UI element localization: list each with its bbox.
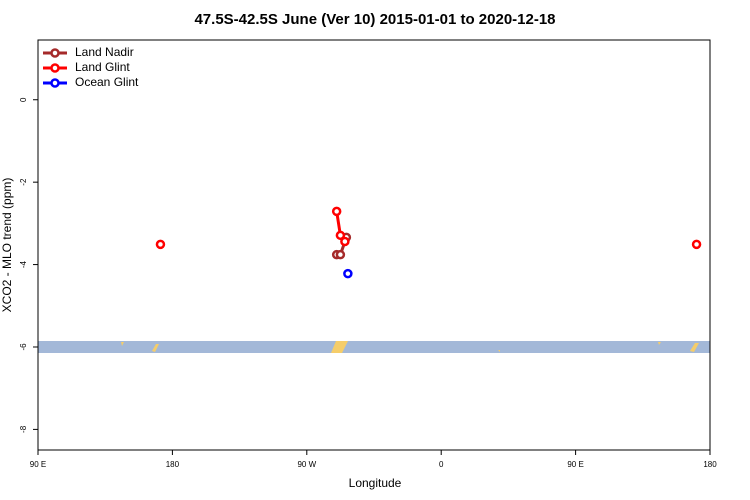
x-tick-label: 90 E: [30, 460, 46, 469]
y-tick-label: -4: [19, 260, 28, 268]
x-axis-label: Longitude: [349, 476, 402, 490]
data-point: [335, 249, 346, 260]
legend-label: Land Nadir: [75, 45, 134, 59]
legend-marker: [50, 78, 60, 88]
map-strip: [38, 341, 710, 353]
data-point: [155, 239, 166, 250]
y-tick-label: -6: [19, 343, 28, 351]
data-point: [331, 206, 342, 217]
x-tick-label: 180: [703, 460, 717, 469]
y-tick-label: -2: [19, 178, 28, 186]
legend-marker: [50, 63, 60, 73]
chart-title: 47.5S-42.5S June (Ver 10) 2015-01-01 to …: [194, 11, 555, 28]
legend-label: Land Glint: [75, 60, 130, 74]
legend-label: Ocean Glint: [75, 75, 139, 89]
data-point: [340, 236, 350, 247]
data-point: [691, 239, 702, 250]
data-point: [343, 268, 353, 279]
x-tick-label: 90 E: [567, 460, 583, 469]
x-tick-label: 0: [439, 460, 444, 469]
x-tick-label: 90 W: [297, 460, 316, 469]
data-point: [335, 230, 346, 241]
y-tick-label: -8: [19, 425, 28, 433]
legend-marker: [50, 48, 60, 58]
y-tick-label: 0: [19, 97, 28, 102]
x-tick-label: 180: [166, 460, 180, 469]
plot-frame: [37, 39, 711, 451]
series-line: [337, 211, 697, 244]
y-axis-label: XCO2 - MLO trend (ppm): [0, 178, 14, 313]
